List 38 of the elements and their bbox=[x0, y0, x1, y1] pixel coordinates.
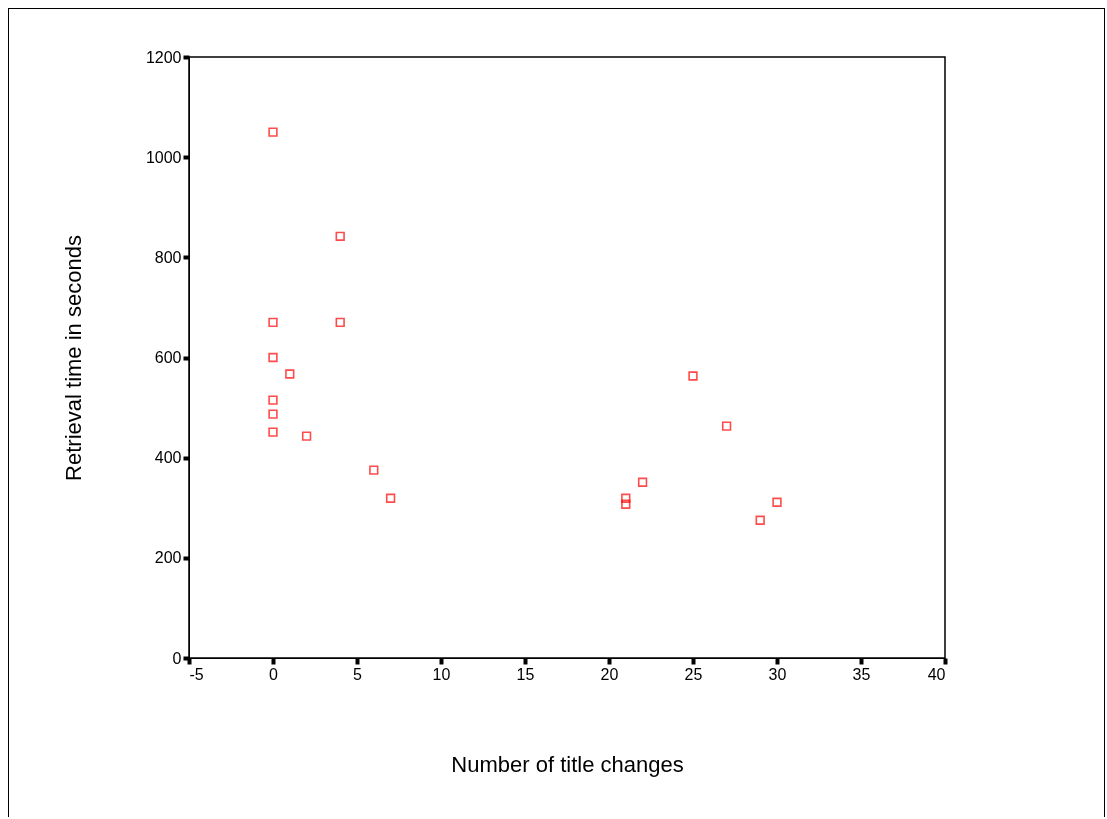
x-axis-title: Number of title changes bbox=[451, 751, 684, 777]
x-tick-label: 15 bbox=[516, 665, 535, 683]
point bbox=[385, 493, 396, 503]
y-tick-label: 800 bbox=[154, 248, 182, 266]
x-tick-label: -5 bbox=[189, 665, 204, 683]
x-tick-label: 5 bbox=[353, 665, 363, 683]
point bbox=[637, 477, 648, 487]
point bbox=[268, 409, 278, 419]
x-tick-label: 40 bbox=[927, 665, 946, 683]
point bbox=[268, 395, 278, 405]
point bbox=[772, 497, 782, 507]
point bbox=[268, 352, 278, 363]
point bbox=[621, 493, 631, 503]
x-tick-label: 25 bbox=[684, 665, 703, 683]
y-tick-label: 0 bbox=[172, 649, 182, 667]
point bbox=[369, 465, 379, 475]
point bbox=[268, 317, 278, 328]
point bbox=[268, 427, 278, 437]
y-tick-label: 400 bbox=[154, 449, 182, 467]
x-tick-label: 30 bbox=[768, 665, 787, 683]
point bbox=[721, 421, 732, 431]
point bbox=[688, 371, 698, 381]
point bbox=[621, 499, 631, 509]
point bbox=[335, 317, 345, 328]
point bbox=[335, 231, 345, 241]
x-tick-label: 10 bbox=[432, 665, 451, 683]
x-tick-label: 20 bbox=[600, 665, 619, 683]
x-tick-label: 35 bbox=[852, 665, 871, 683]
x-tick-label: 0 bbox=[269, 665, 279, 683]
y-axis-title: Retrieval time in seconds bbox=[60, 235, 86, 481]
y-tick-label: 200 bbox=[154, 549, 182, 567]
point bbox=[285, 369, 295, 379]
y-tick-label: 600 bbox=[154, 349, 182, 366]
point bbox=[755, 515, 765, 525]
y-tick-label: 1200 bbox=[145, 48, 182, 66]
point bbox=[268, 127, 278, 137]
point bbox=[301, 431, 312, 441]
y-tick-label: 1000 bbox=[145, 148, 182, 166]
